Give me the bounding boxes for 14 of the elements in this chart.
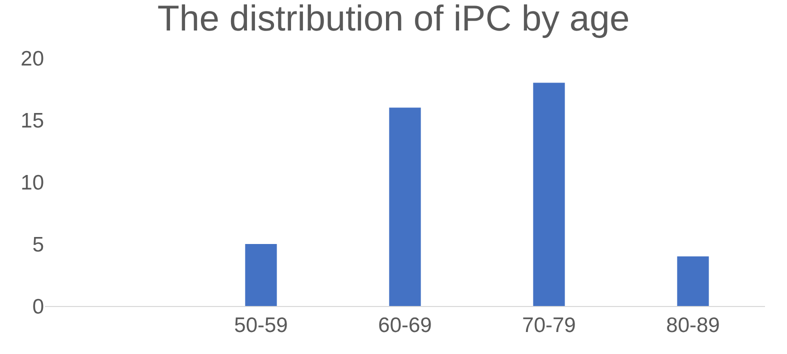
x-tick-label: 70-79 [522, 314, 576, 338]
bar [389, 108, 421, 306]
x-tick-label: 50-59 [234, 314, 288, 338]
y-tick-label: 20 [20, 47, 44, 70]
chart-title: The distribution of iPC by age [157, 0, 630, 39]
x-tick-label: 80-89 [666, 314, 720, 338]
bar [533, 82, 565, 306]
bar [245, 244, 277, 306]
bar [677, 256, 709, 306]
y-tick-label: 10 [20, 171, 44, 194]
y-tick-label: 0 [32, 295, 44, 318]
x-tick-label: 60-69 [378, 314, 432, 338]
y-tick-label: 15 [20, 109, 44, 132]
y-tick-label: 5 [32, 233, 44, 256]
